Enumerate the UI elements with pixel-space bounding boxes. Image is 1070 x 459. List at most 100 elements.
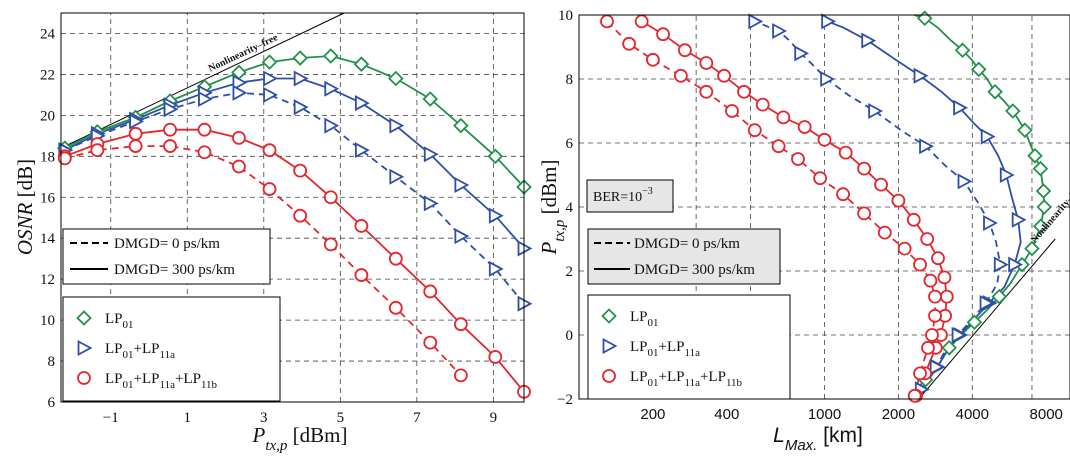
data-point-lp01_lp11a (913, 67, 929, 84)
data-point-lp01_lp11a (488, 207, 504, 224)
data-point-lp01_lp11a (957, 173, 973, 190)
data-point-lp01_lp11a_lp11b (128, 139, 143, 153)
data-point-lp01_lp11a_lp11b (928, 289, 942, 304)
legend-marker-lp01_lp11a (77, 339, 93, 357)
data-point-lp01 (487, 148, 504, 165)
data-point-lp01 (1027, 148, 1043, 164)
data-point-lp01_lp11a (1011, 211, 1027, 228)
data-point-lp01 (941, 340, 957, 356)
data-point-lp01_lp11a_lp11b (755, 97, 770, 112)
data-point-lp01 (261, 54, 278, 70)
data-point-lp01_lp11a_lp11b (897, 241, 912, 256)
data-point-lp01_lp11a_lp11b (928, 308, 942, 323)
data-point-lp01 (1032, 160, 1049, 177)
data-point-lp01_lp11a_lp11b (423, 335, 438, 350)
data-point-lp01_lp11a_lp11b (232, 159, 246, 174)
data-point-lp01_lp11a (454, 176, 470, 193)
data-point-lp01_lp11a (820, 70, 836, 88)
data-point-lp01 (1032, 218, 1049, 234)
data-point-lp01_lp11a (232, 84, 248, 101)
data-point-lp01_lp11a (324, 117, 340, 134)
data-point-lp01_lp11a (983, 214, 998, 232)
data-point-lp01_lp11a (389, 168, 405, 185)
y-tick-label: 22 (40, 67, 55, 83)
data-point-lp01_lp11a_lp11b (877, 225, 892, 240)
y-tick-label: 6 (48, 395, 56, 411)
legend-label-lp01: LP01 (630, 309, 659, 329)
y-tick-label: 18 (40, 149, 55, 165)
data-point-lp01 (970, 61, 987, 78)
data-point-lp01 (954, 42, 971, 58)
data-point-lp01_lp11a (929, 358, 945, 376)
series-line-lp01_lp11a-dmgd-0 (747, 17, 1002, 390)
x-tick-label: 9 (490, 410, 498, 426)
data-point-lp01_lp11a_lp11b (817, 132, 832, 147)
x-tick-label: −1 (103, 410, 119, 426)
data-point-lp01_lp11a_lp11b (699, 56, 714, 70)
data-point-lp01_lp11a_lp11b (57, 151, 72, 166)
y-tick-label: 10 (40, 313, 55, 329)
data-point-lp01_lp11a (861, 32, 877, 49)
data-point-lp01_lp11a (263, 86, 278, 103)
data-point-lp01_lp11a (919, 138, 934, 155)
osnr-x-axis-label: Ptx,p [dBm] (252, 423, 348, 454)
data-point-lp01_lp11a_lp11b (453, 317, 468, 332)
data-point-lp01_lp11a_lp11b (838, 145, 853, 160)
y-tick-label: 6 (566, 136, 574, 152)
data-point-lp01 (987, 84, 1003, 100)
data-point-lp01_lp11a (354, 142, 370, 159)
data-point-lp01_lp11a_lp11b (939, 289, 954, 304)
data-point-lp01 (422, 91, 439, 107)
data-point-lp01 (1035, 183, 1052, 199)
y-tick-label: 2 (566, 264, 574, 280)
y-tick-label: 12 (40, 272, 55, 288)
data-point-lp01_lp11a_lp11b (388, 251, 403, 266)
data-point-lp01_lp11a_lp11b (913, 366, 927, 381)
ber-label-box: BER=10−3 (586, 179, 674, 213)
osnr-line-style-legend: DMGD= 0 ps/km DMGD= 300 ps/km (62, 228, 271, 285)
data-point-lp01_lp11a_lp11b (906, 212, 921, 227)
data-point-lp01_lp11a_lp11b (797, 120, 812, 134)
data-point-lp01_lp11a_lp11b (673, 68, 688, 83)
y-tick-label: 24 (40, 26, 56, 42)
data-point-lp01_lp11a_lp11b (634, 14, 649, 29)
data-point-lp01_lp11a_lp11b (262, 143, 277, 158)
data-point-lp01_lp11a_lp11b (622, 36, 637, 51)
series-line-lp01_lp11a-dmgd-0 (64, 91, 525, 305)
data-point-lp01 (1024, 240, 1040, 257)
data-point-lp01_lp11a_lp11b (128, 126, 143, 141)
legend-marker-lp01 (76, 310, 92, 326)
data-point-lp01_lp11a (293, 99, 309, 116)
data-point-lp01_lp11a (263, 70, 278, 87)
data-point-lp01_lp11a (953, 99, 968, 116)
osnr-marker-legend: LP01 LP01+LP11a LP01+LP11a+LP11b (62, 296, 281, 402)
y-tick-label: 10 (558, 8, 573, 24)
data-point-lp01_lp11a_lp11b (923, 273, 938, 288)
data-point-lp01 (322, 48, 339, 64)
nonlinearity-free-line (60, 12, 345, 149)
x-tick-label: 3 (260, 410, 268, 426)
legend-label-lp01_lp11a: LP01+LP11a (105, 341, 175, 361)
data-point-lp01_lp11a (354, 95, 370, 112)
data-point-lp01 (966, 314, 983, 330)
x-tick-label: 1000 (808, 406, 841, 423)
data-point-lp01_lp11a (748, 13, 764, 30)
data-point-lp01_lp11a (423, 146, 439, 163)
data-point-lp01_lp11a (979, 294, 995, 312)
data-point-lp01_lp11a_lp11b (791, 152, 805, 166)
legend-label-lp01_lp11a_lp11b: LP01+LP11a+LP11b (105, 371, 218, 391)
osnr-chart-markers (57, 48, 533, 399)
y-tick-label: 8 (566, 72, 574, 88)
x-tick-label: 200 (640, 406, 665, 423)
data-point-lp01_lp11a_lp11b (857, 206, 872, 221)
y-tick-label: 16 (40, 190, 56, 206)
data-point-lp01_lp11a_lp11b (907, 388, 922, 403)
legend-dmgd-0-label: DMGD= 0 ps/km (634, 236, 740, 252)
data-point-lp01_lp11a_lp11b (423, 284, 438, 299)
data-point-lp01_lp11a_lp11b (857, 161, 872, 176)
data-point-lp01_lp11a_lp11b (677, 43, 692, 58)
legend-dmgd-0-label: DMGD= 0 ps/km (114, 236, 220, 252)
data-point-lp01_lp11a_lp11b (725, 104, 739, 118)
